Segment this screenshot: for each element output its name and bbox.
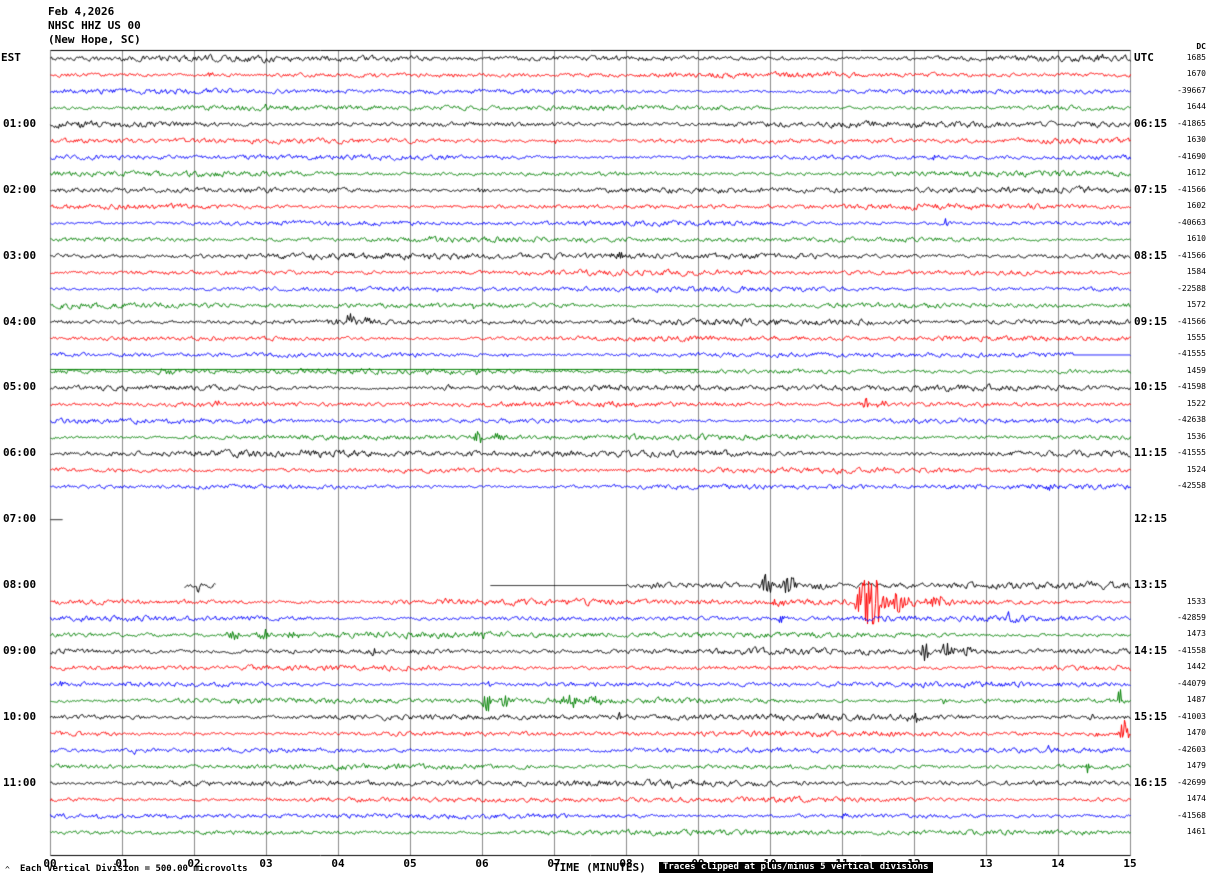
est-time-label: 08:00 — [3, 578, 37, 591]
dc-offset-value: -42859 — [1177, 613, 1206, 622]
title-station: NHSC HHZ US 00 — [48, 19, 141, 32]
dc-offset-value: -42603 — [1177, 745, 1206, 754]
dc-offset-value: -42558 — [1177, 481, 1206, 490]
x-axis-tick-label: 04 — [331, 857, 345, 870]
dc-offset-value: -42638 — [1177, 415, 1206, 424]
dc-offset-value: 1555 — [1186, 333, 1206, 342]
dc-offset-value: -41555 — [1177, 349, 1206, 358]
dc-offset-value: -39667 — [1177, 86, 1206, 95]
corner-mark: ^ — [5, 865, 10, 874]
x-axis-tick-label: 08 — [619, 857, 633, 870]
est-column-header: EST — [1, 51, 21, 64]
dc-offset-value: 1459 — [1186, 366, 1206, 375]
dc-offset-value: 1522 — [1186, 399, 1206, 408]
utc-time-label: 06:15 — [1134, 117, 1168, 130]
x-axis-tick-label: 01 — [115, 857, 129, 870]
dc-offset-value: 1474 — [1186, 794, 1206, 803]
dc-offset-value: -41558 — [1177, 646, 1206, 655]
dc-offset-value: 1572 — [1186, 300, 1206, 309]
utc-column-header: UTC — [1134, 51, 1154, 64]
dc-offset-value: 1610 — [1186, 234, 1206, 243]
dc-offset-value: 1630 — [1186, 135, 1206, 144]
utc-time-label: 10:15 — [1134, 380, 1168, 393]
utc-time-label: 07:15 — [1134, 183, 1168, 196]
utc-time-label: 08:15 — [1134, 249, 1168, 262]
est-time-label: 04:00 — [3, 315, 37, 328]
dc-offset-value: 1670 — [1186, 69, 1206, 78]
dc-offset-value: 1473 — [1186, 629, 1206, 638]
dc-offset-value: 1602 — [1186, 201, 1206, 210]
dc-offset-value: 1461 — [1186, 827, 1206, 836]
dc-offset-value: -22588 — [1177, 284, 1206, 293]
dc-offset-value: -41555 — [1177, 448, 1206, 457]
dc-offset-value: -44079 — [1177, 679, 1206, 688]
dc-offset-value: -41566 — [1177, 185, 1206, 194]
scale-note: Each Vertical Division = 500.00 microvol… — [20, 864, 248, 874]
dc-offset-value: 1536 — [1186, 432, 1206, 441]
dc-offset-value: 1470 — [1186, 728, 1206, 737]
clip-note: Traces clipped at plus/minus 5 vertical … — [659, 862, 933, 873]
dc-offset-value: 1685 — [1186, 53, 1206, 62]
x-axis-tick-label: 13 — [979, 857, 993, 870]
dc-offset-value: -40663 — [1177, 218, 1206, 227]
dc-offset-value: -41003 — [1177, 712, 1206, 721]
dc-offset-value: 1487 — [1186, 695, 1206, 704]
dc-offset-value: -41566 — [1177, 317, 1206, 326]
est-time-label: 11:00 — [3, 776, 37, 789]
x-axis-tick-label: 06 — [475, 857, 489, 870]
dc-offset-value: 1524 — [1186, 465, 1206, 474]
x-axis-tick-label: 00 — [43, 857, 57, 870]
dc-column-header: DC — [1196, 42, 1206, 51]
est-time-label: 10:00 — [3, 710, 37, 723]
est-time-label: 02:00 — [3, 183, 37, 196]
dc-offset-value: 1584 — [1186, 267, 1206, 276]
utc-time-label: 11:15 — [1134, 446, 1168, 459]
utc-time-label: 12:15 — [1134, 512, 1168, 525]
dc-offset-value: 1644 — [1186, 102, 1206, 111]
x-axis-tick-label: 15 — [1123, 857, 1137, 870]
x-axis-tick-label: 05 — [403, 857, 417, 870]
page-title: Feb 4,2026 NHSC HHZ US 00 (New Hope, SC) — [48, 5, 141, 47]
est-time-label: 09:00 — [3, 644, 37, 657]
est-time-label: 06:00 — [3, 446, 37, 459]
dc-offset-value: -41598 — [1177, 382, 1206, 391]
x-axis-tick-label: 14 — [1051, 857, 1065, 870]
dc-offset-value: 1533 — [1186, 597, 1206, 606]
x-axis-tick-label: 03 — [259, 857, 273, 870]
dc-offset-value: 1442 — [1186, 662, 1206, 671]
title-date: Feb 4,2026 — [48, 5, 115, 18]
dc-offset-value: -41865 — [1177, 119, 1206, 128]
dc-offset-value: -42699 — [1177, 778, 1206, 787]
est-time-label: 03:00 — [3, 249, 37, 262]
est-time-label: 01:00 — [3, 117, 37, 130]
utc-time-label: 16:15 — [1134, 776, 1168, 789]
utc-time-label: 14:15 — [1134, 644, 1168, 657]
dc-offset-value: -41566 — [1177, 251, 1206, 260]
dc-offset-value: 1479 — [1186, 761, 1206, 770]
dc-offset-value: 1612 — [1186, 168, 1206, 177]
est-time-label: 05:00 — [3, 380, 37, 393]
est-time-label: 07:00 — [3, 512, 37, 525]
x-axis-title: TIME (MINUTES) — [553, 861, 646, 874]
x-axis-tick-label: 02 — [187, 857, 201, 870]
title-location: (New Hope, SC) — [48, 33, 141, 46]
utc-time-label: 09:15 — [1134, 315, 1168, 328]
dc-offset-value: -41568 — [1177, 811, 1206, 820]
dc-offset-value: -41690 — [1177, 152, 1206, 161]
utc-time-label: 13:15 — [1134, 578, 1168, 591]
x-axis-tick-label: 07 — [547, 857, 561, 870]
utc-time-label: 15:15 — [1134, 710, 1168, 723]
